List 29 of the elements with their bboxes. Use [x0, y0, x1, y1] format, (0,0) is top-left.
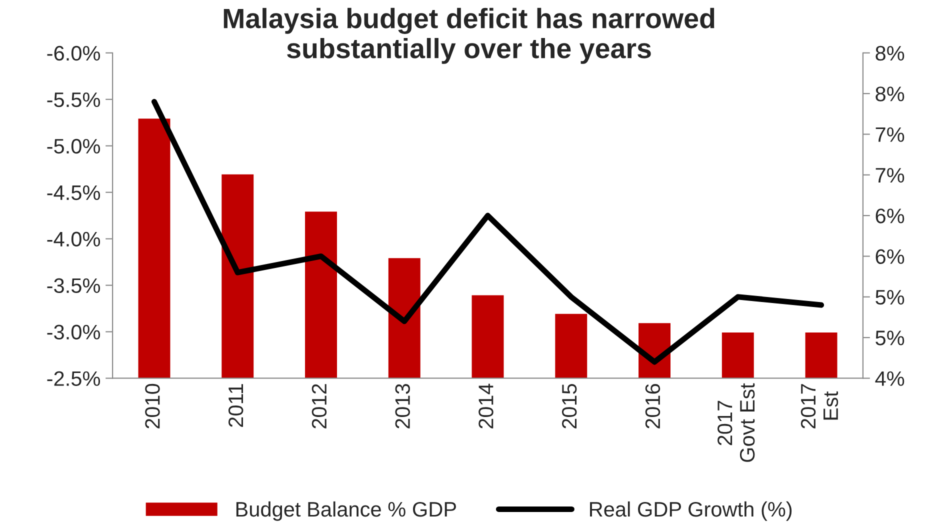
y-tick-label: -5.5%: [47, 92, 100, 108]
y2-tick-label: 7%: [876, 127, 904, 142]
y2-tick-label: 4%: [875, 371, 904, 386]
y-tick-label: -3.0%: [47, 324, 100, 340]
y-tick-label: -2.5%: [47, 371, 100, 386]
x-tick-label: 2017 Govt Est: [718, 383, 755, 462]
legend-label: Budget Balance % GDP: [236, 501, 456, 521]
legend-label: Real GDP Growth (%): [590, 501, 792, 521]
x-tick-label: 2011: [228, 384, 244, 427]
x-tick-label: 2014: [478, 384, 494, 428]
y2-tick-label: 7%: [876, 168, 904, 183]
y-tick-label: -3.5%: [47, 278, 100, 294]
y-tick-label: -6.0%: [47, 46, 100, 61]
y-tick-label: -4.0%: [47, 232, 100, 247]
y2-tick-label: 5%: [876, 290, 904, 305]
y2-tick-label: 8%: [876, 86, 904, 102]
y2-tick-label: 6%: [876, 208, 904, 224]
y-tick-label: -5.0%: [47, 138, 100, 154]
x-tick-label: 2012: [312, 384, 327, 428]
y2-tick-label: 6%: [876, 249, 904, 264]
chart-title: Malaysia budget deficit has narrowed substantially over the years: [224, 8, 714, 64]
x-tick-label: 2010: [145, 384, 160, 428]
y-tick-label: -4.5%: [47, 185, 100, 200]
x-tick-label: 2013: [395, 384, 410, 428]
x-tick-label: 2016: [645, 384, 660, 428]
x-tick-label: 2017 Est: [800, 384, 838, 428]
y2-tick-label: 5%: [876, 330, 904, 346]
y2-tick-label: 8%: [876, 46, 904, 61]
x-tick-label: 2015: [562, 384, 577, 428]
